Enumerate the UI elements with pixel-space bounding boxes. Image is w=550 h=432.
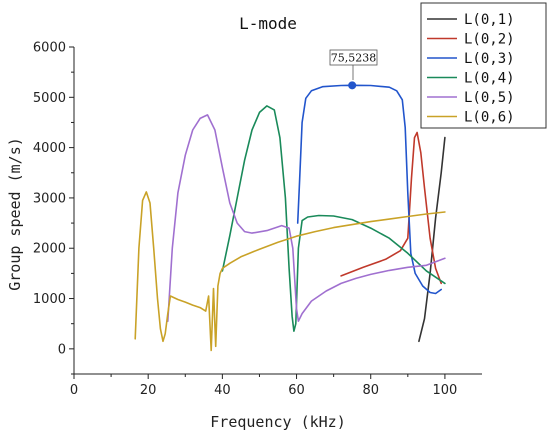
plot-lines [134, 84, 446, 352]
legend-label-4: L(0,4) [464, 71, 515, 87]
series-line-5 [167, 114, 446, 322]
legend-label-1: L(0,1) [464, 12, 515, 28]
y-tick-label: 4000 [33, 141, 66, 156]
y-tick-label: 2000 [33, 242, 66, 257]
legend: L(0,1) L(0,2) L(0,3) L(0,4) L(0,5) L(0,6) [420, 2, 547, 129]
series-line-4 [221, 105, 446, 332]
x-tick-label: 60 [288, 383, 305, 398]
legend-label-5: L(0,5) [464, 90, 515, 106]
series-line-2 [340, 131, 442, 285]
annotation-point [348, 81, 357, 90]
series-line-1 [418, 136, 446, 343]
annotation: 75,5238 [329, 49, 378, 90]
axes [73, 47, 482, 375]
y-tick-label: 3000 [33, 191, 66, 206]
chart-title: L-mode [239, 14, 297, 33]
y-tick-label: 5000 [33, 91, 66, 106]
y-axis-title: Group speed (m/s) [6, 137, 24, 291]
x-tick-label: 20 [140, 383, 157, 398]
x-tick-label: 100 [432, 383, 457, 398]
series-line-3 [296, 84, 442, 295]
x-axis-title: Frequency (kHz) [210, 413, 345, 431]
y-tick-label: 0 [58, 342, 66, 357]
legend-label-6: L(0,6) [464, 110, 515, 126]
x-tick-label: 80 [362, 383, 379, 398]
y-tick-label: 1000 [33, 292, 66, 307]
y-tick-label: 6000 [33, 41, 66, 56]
series-line-6 [134, 191, 446, 352]
x-tick-label: 40 [214, 383, 231, 398]
legend-label-2: L(0,2) [464, 32, 515, 48]
x-tick-label: 0 [70, 383, 78, 398]
annotation-box [329, 49, 378, 66]
legend-label-3: L(0,3) [464, 51, 515, 67]
annotation-label: 75,5238 [331, 52, 377, 65]
legend-box [420, 2, 547, 129]
